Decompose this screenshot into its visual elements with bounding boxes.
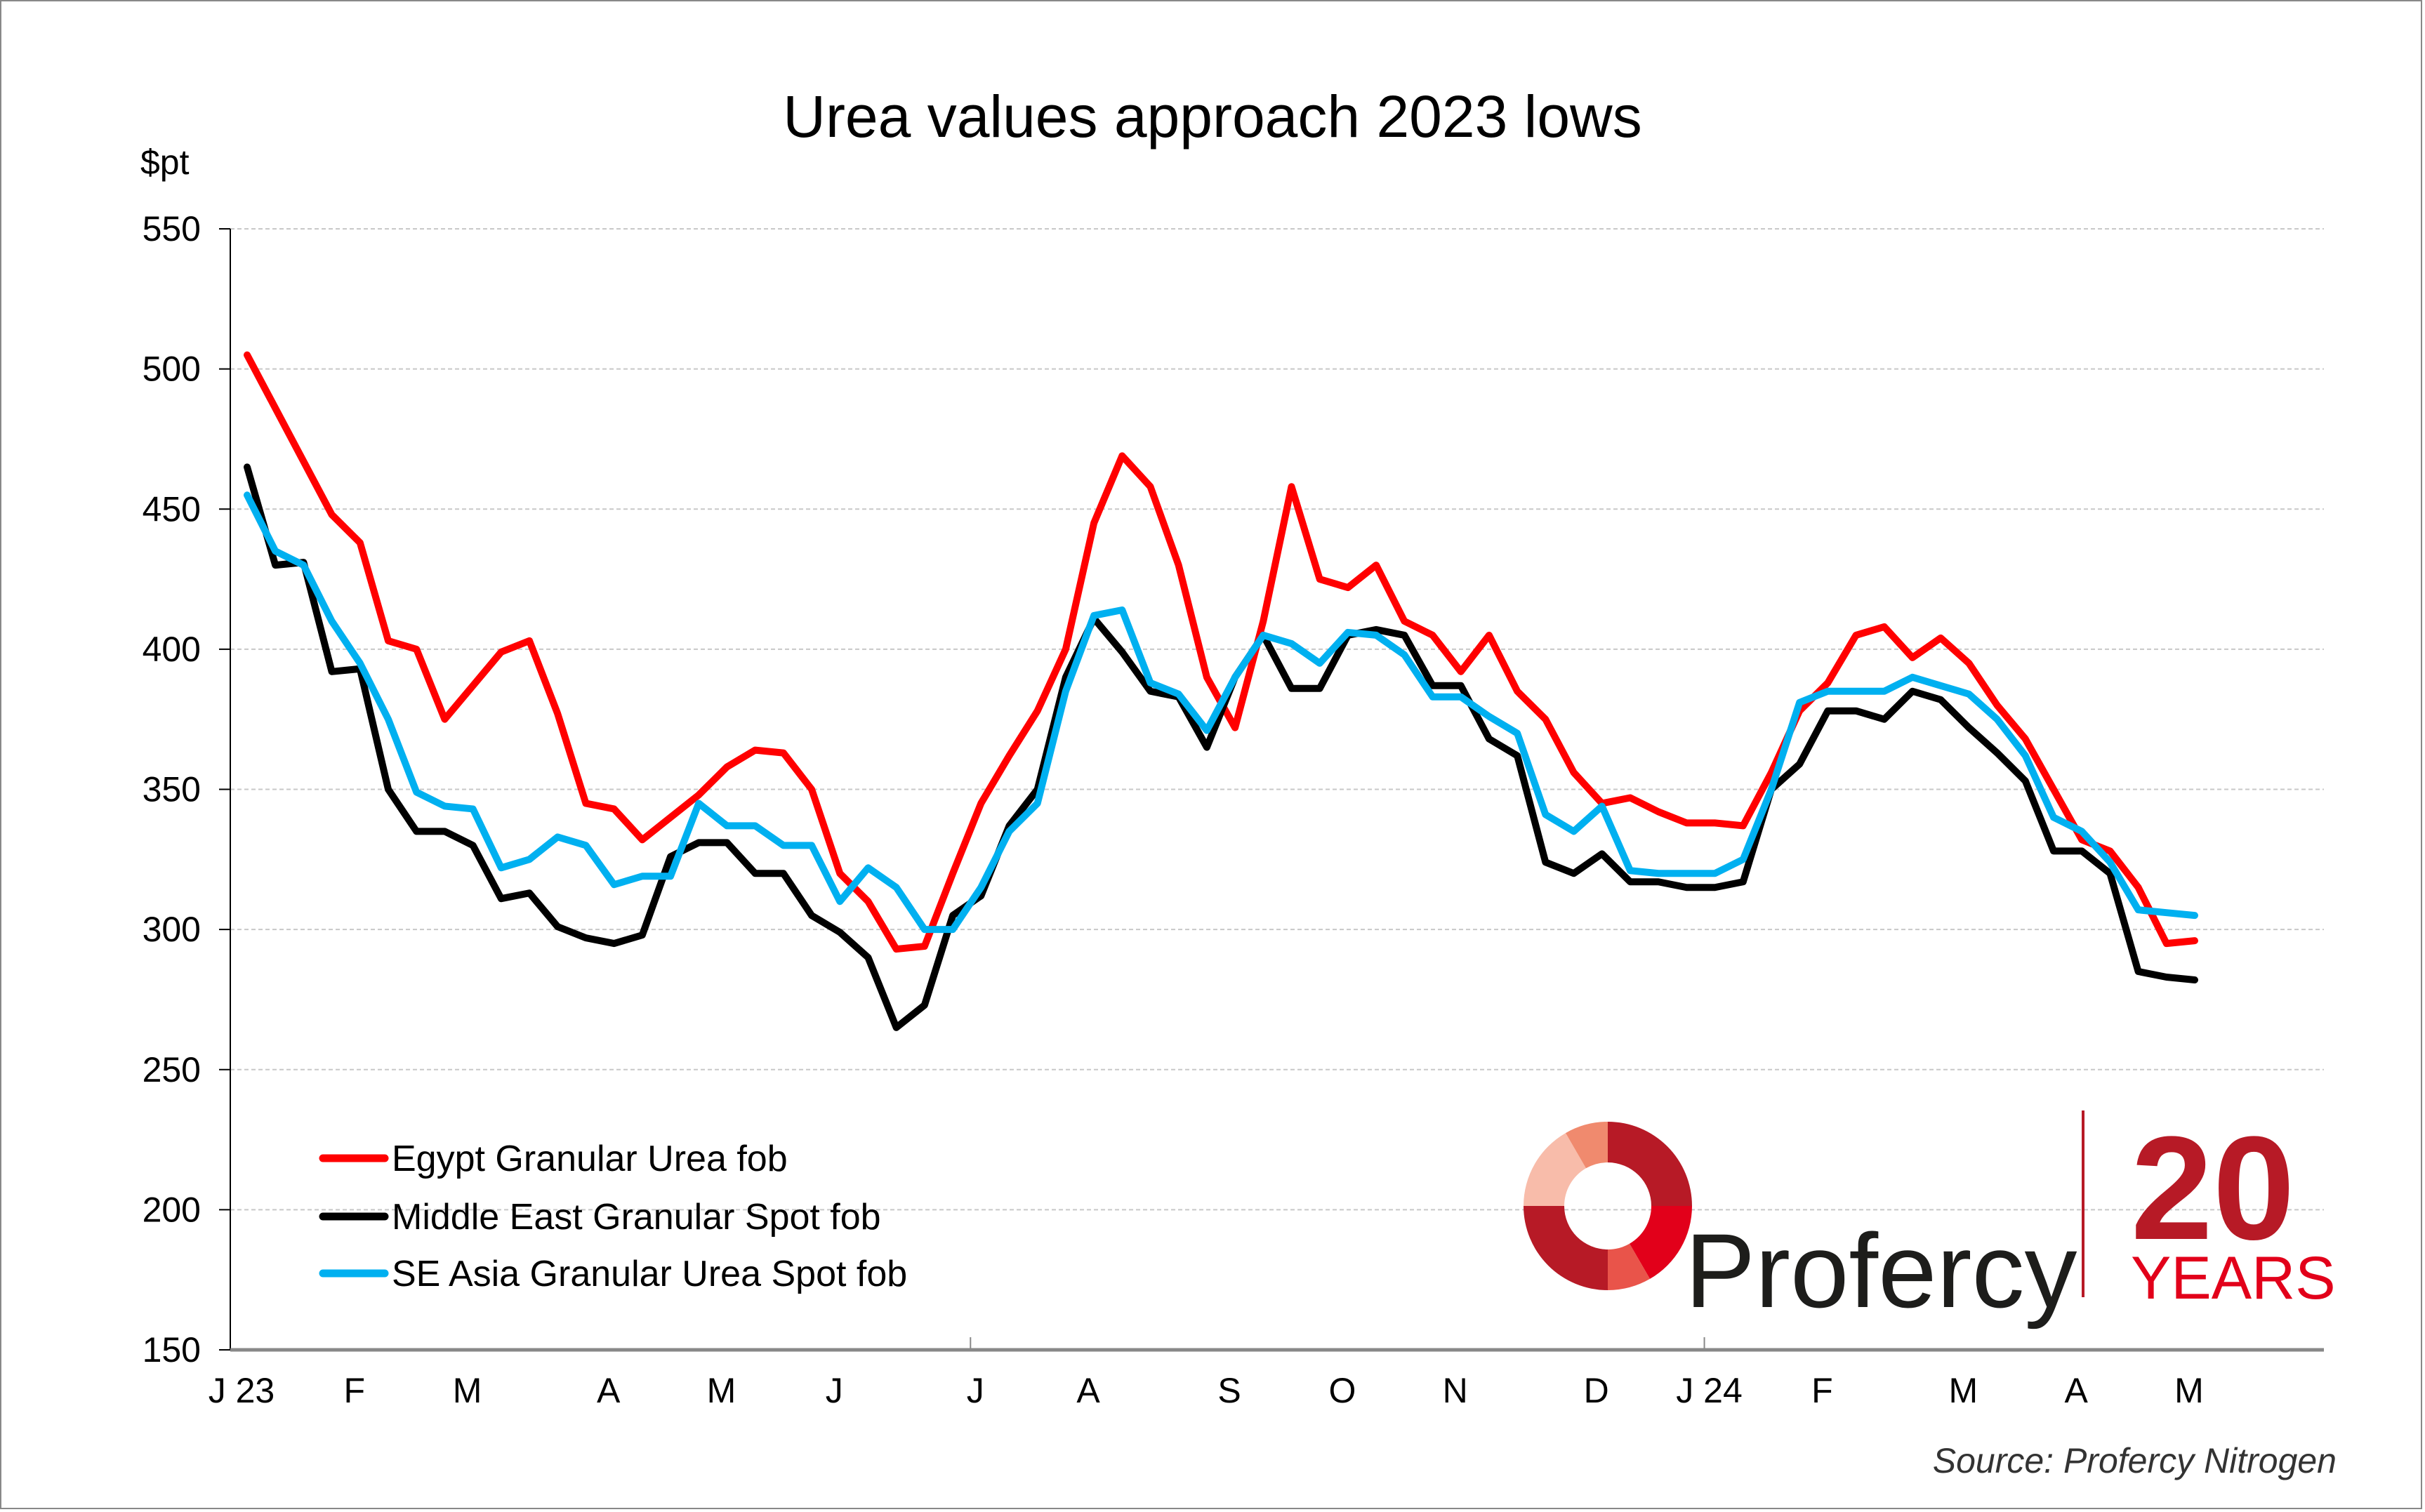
x-tick-label: D bbox=[1584, 1371, 1609, 1410]
x-tick-label: F bbox=[344, 1371, 366, 1410]
legend-label-se-asia: SE Asia Granular Urea Spot fob bbox=[392, 1254, 907, 1294]
logo-anniversary-label: YEARS bbox=[2131, 1245, 2336, 1312]
y-tick-label: 250 bbox=[143, 1050, 201, 1089]
x-tick-label: M bbox=[707, 1371, 736, 1410]
series-line-egypt-granular-urea-fob bbox=[244, 351, 2198, 953]
y-tick-label: 300 bbox=[143, 910, 201, 949]
legend: Egypt Granular Urea fob Middle East Gran… bbox=[319, 1139, 907, 1294]
x-tick-label: M bbox=[1949, 1371, 1978, 1410]
x-tick-label: J bbox=[826, 1371, 843, 1410]
series-line-middle-east-granular-spot-fob bbox=[244, 463, 2198, 1031]
y-tick-label: 200 bbox=[143, 1190, 201, 1229]
x-tick-label: J bbox=[967, 1371, 984, 1410]
series-lines bbox=[244, 351, 2198, 1031]
x-tick-label: J 24 bbox=[1676, 1371, 1743, 1410]
logo-segment bbox=[1608, 1122, 1692, 1206]
x-tick-label: M bbox=[453, 1371, 482, 1410]
x-tick-label: M bbox=[2174, 1371, 2204, 1410]
y-tick-label: 500 bbox=[143, 350, 201, 389]
x-tick-label: N bbox=[1443, 1371, 1468, 1410]
logo-wordmark: Profercy bbox=[1685, 1212, 2077, 1329]
x-tick-label: J 23 bbox=[209, 1371, 275, 1410]
legend-label-egypt: Egypt Granular Urea fob bbox=[392, 1139, 788, 1179]
y-tick-label: 550 bbox=[143, 209, 201, 248]
x-tick-label: O bbox=[1328, 1371, 1356, 1410]
logo-segment bbox=[1524, 1133, 1586, 1206]
logo-segment bbox=[1630, 1206, 1692, 1279]
y-axis-label: $pt bbox=[140, 142, 190, 182]
chart-title: Urea values approach 2023 lows bbox=[783, 84, 1641, 150]
legend-label-middle-east: Middle East Granular Spot fob bbox=[392, 1197, 881, 1238]
logo-segment bbox=[1524, 1206, 1608, 1290]
profercy-logo: Profercy 20 YEARS bbox=[1524, 1106, 2336, 1329]
x-axis: J 23 F M A M J J A S O N D J 24 F M A M bbox=[209, 1337, 2324, 1410]
logo-segment bbox=[1608, 1243, 1650, 1290]
x-tick-label: F bbox=[1811, 1371, 1833, 1410]
x-tick-label: A bbox=[597, 1371, 621, 1410]
y-tick-label: 450 bbox=[143, 489, 201, 529]
y-axis: 150 200 250 300 350 400 450 500 550 bbox=[143, 209, 231, 1370]
y-tick-label: 350 bbox=[143, 770, 201, 809]
source-note: Source: Profercy Nitrogen bbox=[1933, 1441, 2337, 1480]
profercy-ring-icon bbox=[1524, 1122, 1692, 1290]
x-tick-label: A bbox=[1076, 1371, 1100, 1410]
x-tick-label: S bbox=[1217, 1371, 1241, 1410]
x-tick-label: A bbox=[2065, 1371, 2089, 1410]
y-tick-label: 400 bbox=[143, 630, 201, 669]
series-line-se-asia-granular-urea-spot-fob bbox=[244, 491, 2198, 934]
logo-segment bbox=[1566, 1122, 1608, 1169]
gridlines bbox=[230, 228, 2324, 1211]
y-tick-label: 150 bbox=[143, 1330, 201, 1370]
logo-anniversary-number: 20 bbox=[2131, 1106, 2295, 1271]
